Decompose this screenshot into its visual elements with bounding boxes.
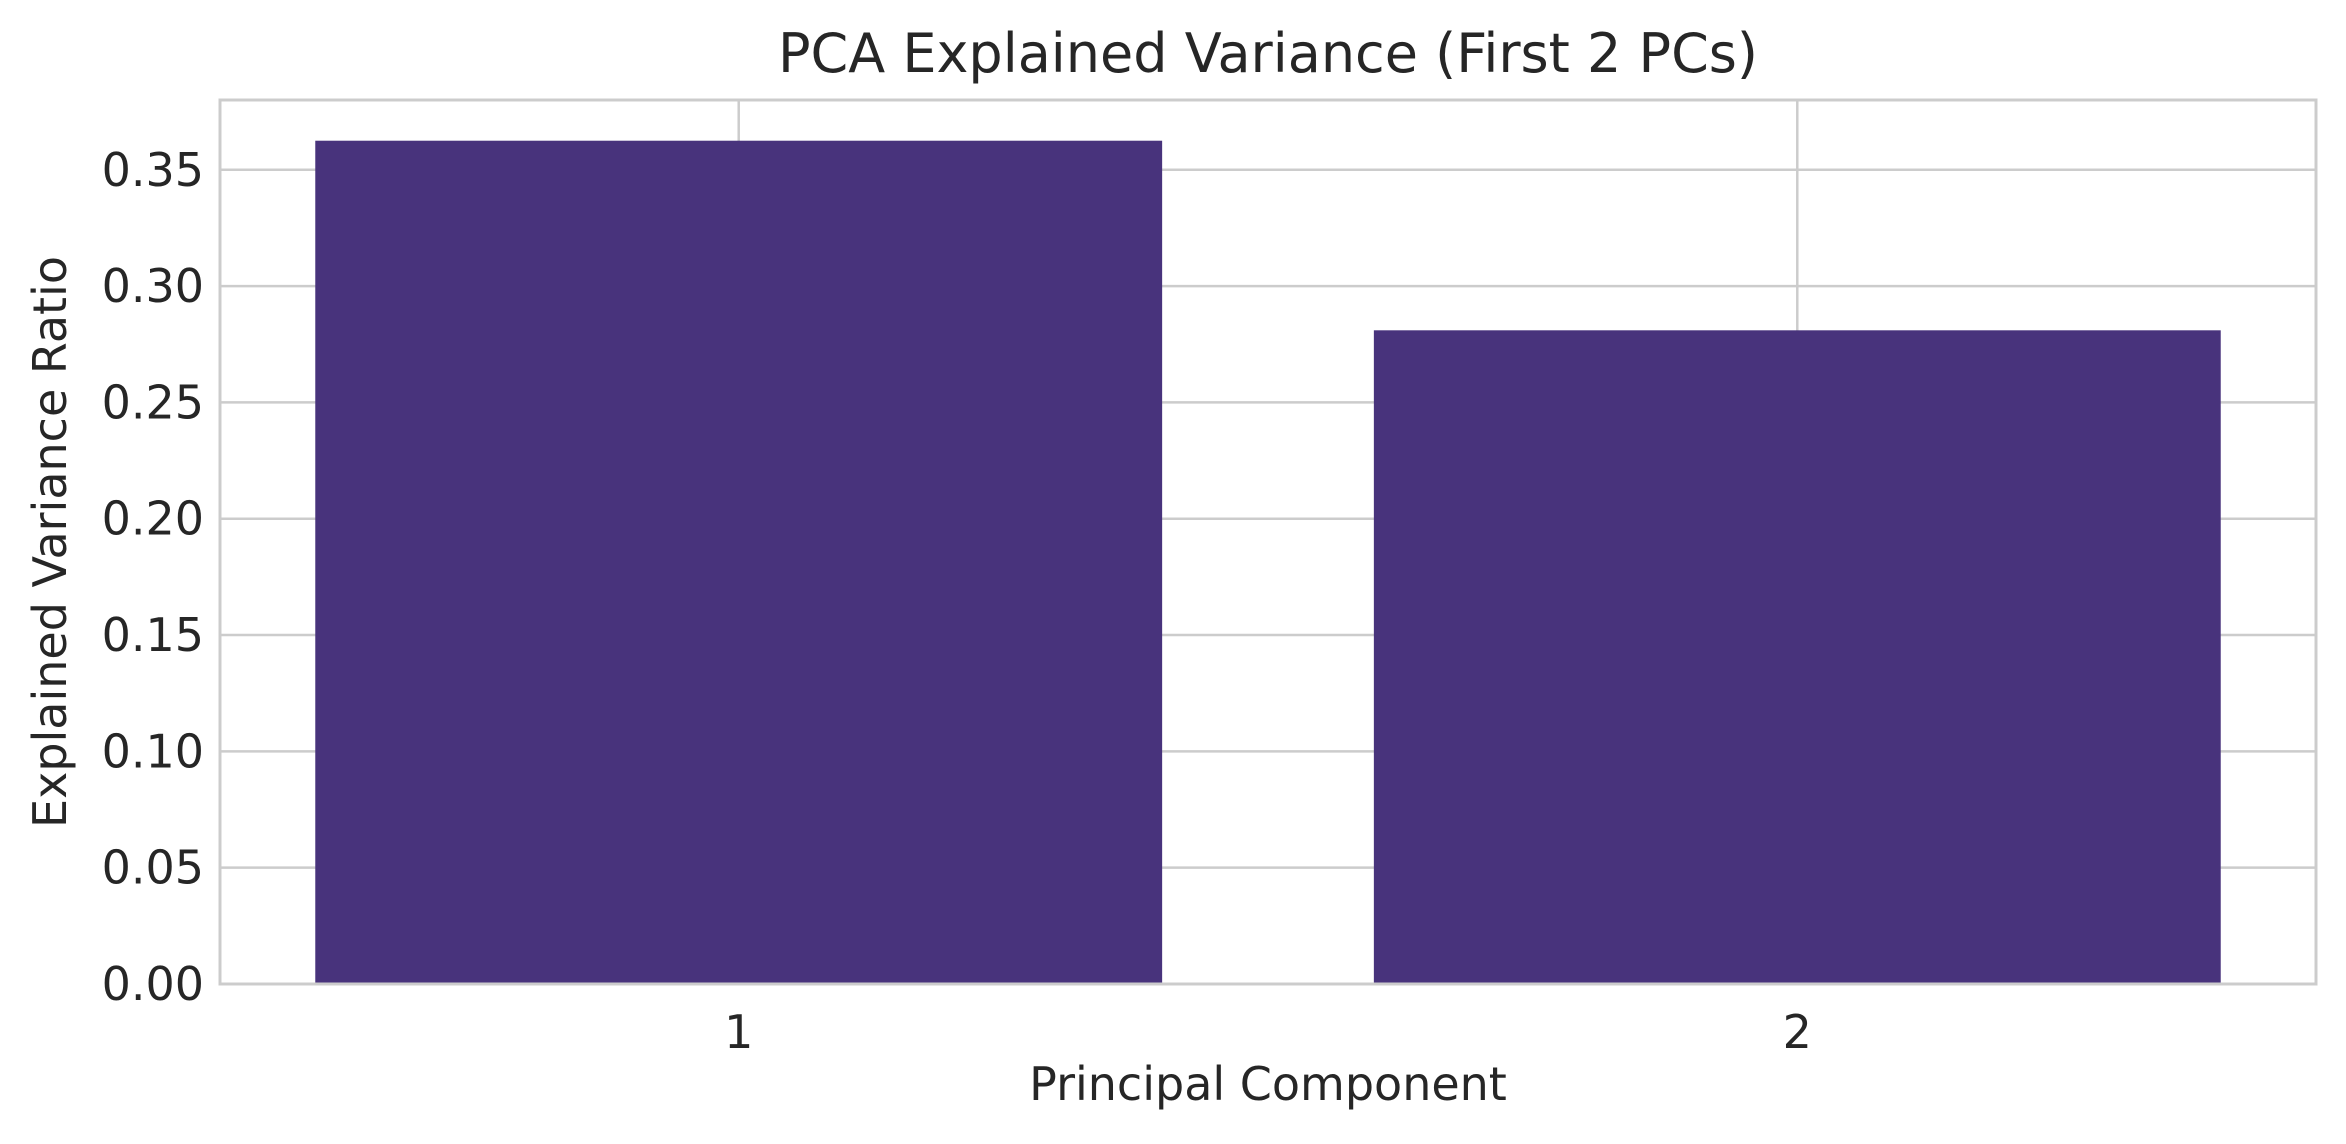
y-tick-label: 0.05 [102,841,204,895]
y-tick-label: 0.15 [102,608,204,662]
y-tick-label: 0.25 [102,375,204,429]
x-tick-label: 1 [724,1005,753,1059]
x-tick-label: 2 [1783,1005,1812,1059]
x-axis-label: Principal Component [1029,1057,1507,1111]
y-axis-label: Explained Variance Ratio [23,256,77,828]
y-tick-label: 0.20 [102,492,204,546]
y-tick-label: 0.35 [102,143,204,197]
y-tick-label: 0.10 [102,724,204,778]
y-tick-label: 0.00 [102,957,204,1011]
bar-pc-2 [1373,330,2221,984]
plot-frame [218,98,2318,986]
bar-pc-1 [315,140,1163,985]
bars [315,140,2221,985]
chart-title: PCA Explained Variance (First 2 PCs) [778,22,1758,85]
y-tick-label: 0.30 [102,259,204,313]
y-axis-ticks: 0.00 0.05 0.10 0.15 0.20 0.25 0.30 0.35 [102,143,204,1011]
